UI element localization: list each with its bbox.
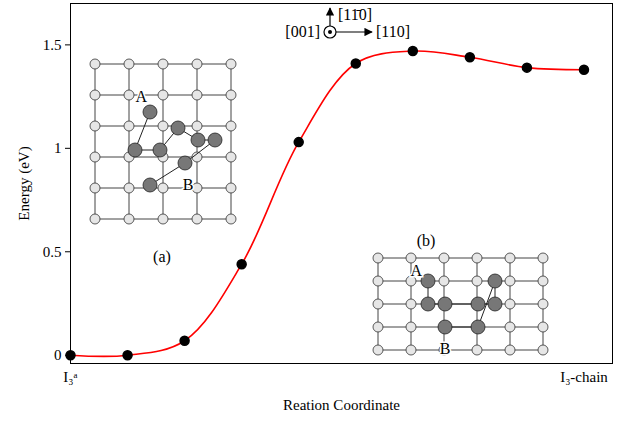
svg-text:A: A (135, 88, 147, 105)
svg-text:[001]: [001] (285, 23, 320, 40)
svg-text:Reation Coordinate: Reation Coordinate (283, 397, 400, 413)
svg-text:Energy (eV): Energy (eV) (16, 146, 33, 220)
svg-text:(b): (b) (417, 232, 436, 250)
svg-text:I₃ᵃ: I₃ᵃ (63, 369, 77, 385)
svg-text:1.5: 1.5 (43, 37, 62, 53)
svg-text:1: 1 (54, 140, 62, 156)
svg-text:0: 0 (54, 347, 62, 363)
svg-text:A: A (410, 262, 422, 279)
svg-text:0.5: 0.5 (43, 244, 62, 260)
svg-text:[11̄0]: [11̄0] (338, 6, 372, 23)
svg-text:(a): (a) (153, 248, 171, 266)
svg-text:B: B (183, 176, 194, 193)
svg-text:I₃-chain: I₃-chain (560, 369, 608, 385)
svg-text:[110]: [110] (376, 23, 410, 40)
svg-text:B: B (440, 340, 451, 357)
